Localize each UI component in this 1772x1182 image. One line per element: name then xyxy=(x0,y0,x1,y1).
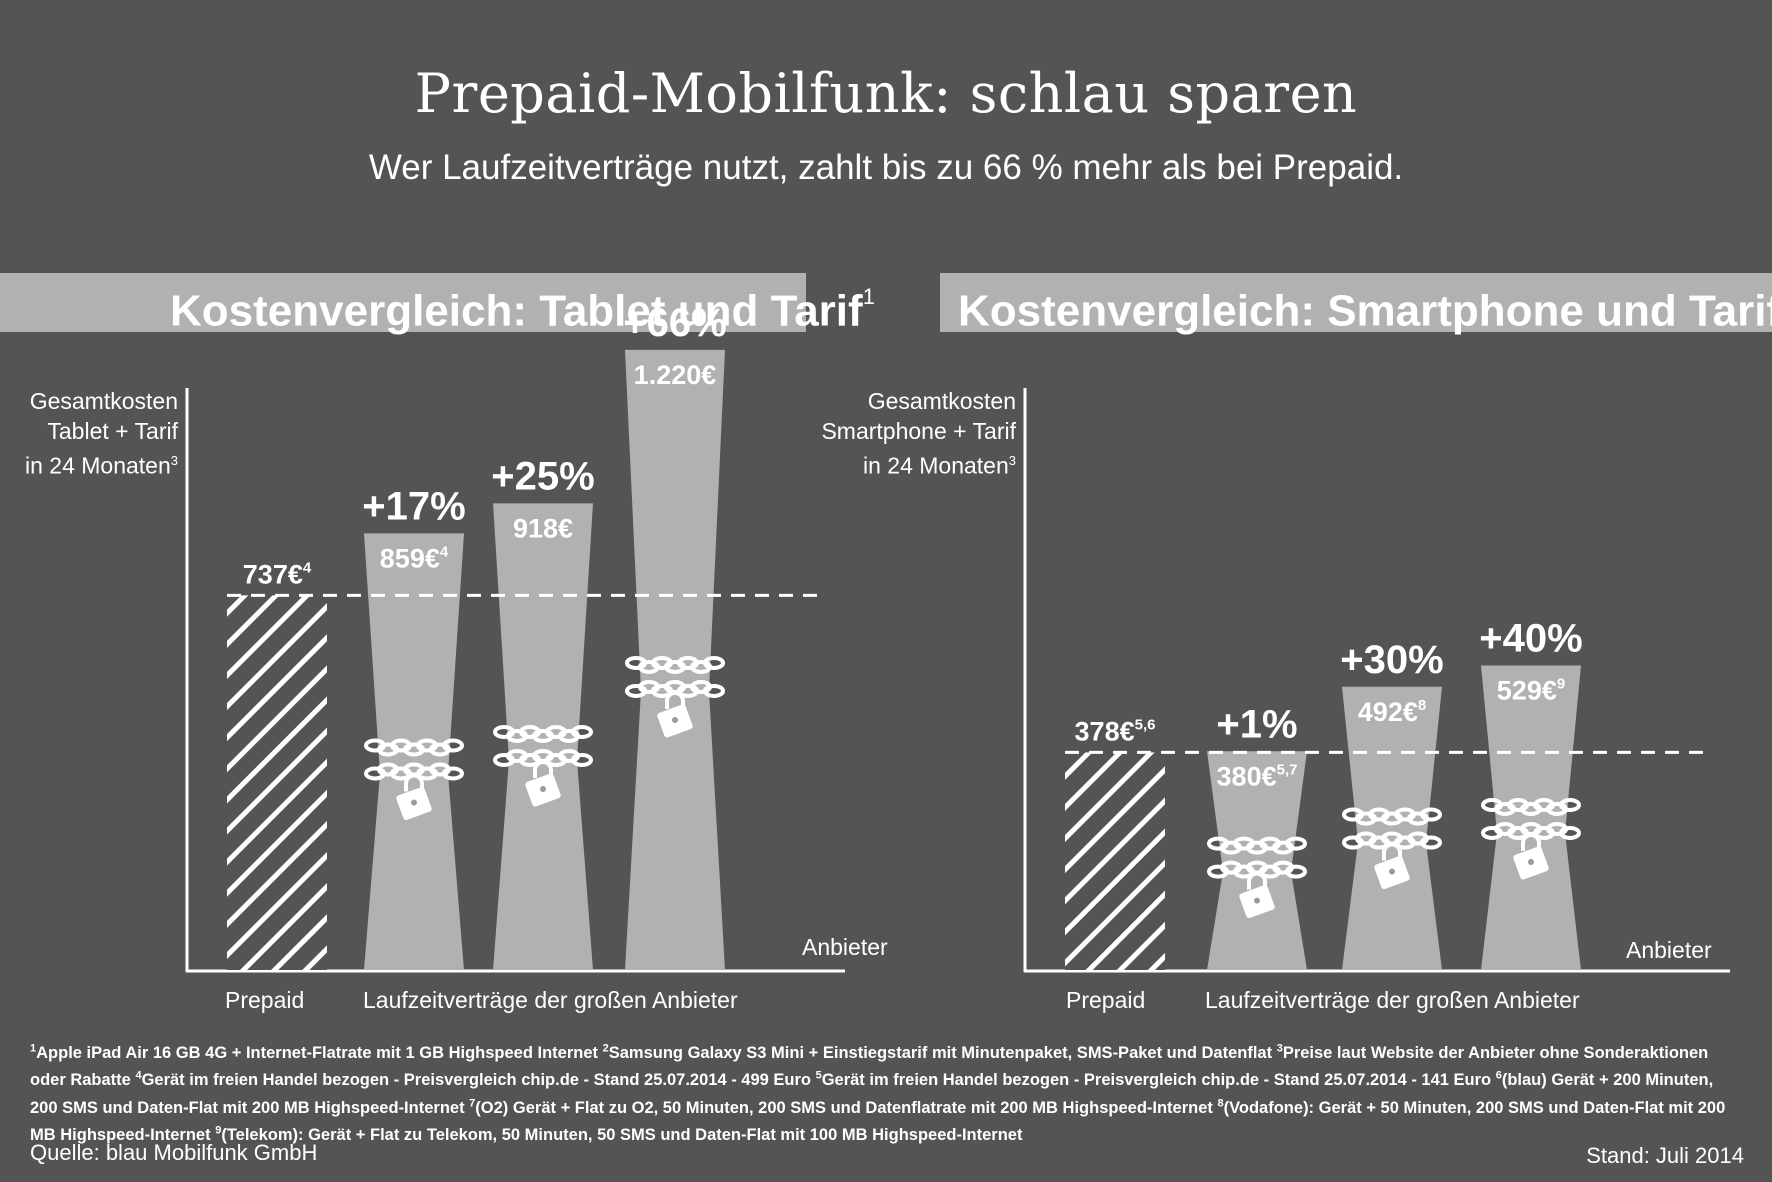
percent-label: +1% xyxy=(1216,702,1297,746)
footnote-8: 8(Vodafone): Gerät + 50 Minuten, 200 SMS… xyxy=(30,1097,1726,1144)
footnote-5: 5Gerät im freien Handel bezogen - Preisv… xyxy=(815,1069,1492,1090)
footnote-2: 2Samsung Galaxy S3 Mini + Einstiegstarif… xyxy=(602,1042,1273,1062)
bar-contract xyxy=(625,349,725,970)
y-axis-label-smartphone: Gesamtkosten Smartphone + Tarif in 24 Mo… xyxy=(766,386,1016,481)
group-label-contracts-tablet: Laufzeitverträge der großen Anbieter xyxy=(363,987,738,1013)
bar-contract xyxy=(364,533,464,970)
y-axis-label-line: Smartphone + Tarif xyxy=(821,418,1016,444)
bar-prepaid xyxy=(227,595,327,970)
chain-lock-icon xyxy=(1342,807,1442,890)
x-axis-label-tablet: Anbieter xyxy=(802,934,888,960)
panel-title-smartphone: Kostenvergleich: Smartphone und Tarif xyxy=(958,286,1772,336)
panel-header-tablet: Kostenvergleich: Tablet und Tarif1 xyxy=(0,273,875,336)
stand-note: Stand: Juli 2014 xyxy=(1586,1143,1744,1168)
value-label: 378€5,6 xyxy=(1075,716,1156,746)
footnote-3: 3Preise laut Website der Anbieter ohne S… xyxy=(30,1042,1709,1089)
panel-title-tablet: Kostenvergleich: Tablet und Tarif xyxy=(170,286,863,336)
page-subtitle: Wer Laufzeitverträge nutzt, zahlt bis zu… xyxy=(368,148,1404,187)
bar-group-0: 378€5,6 xyxy=(1065,716,1165,970)
bar-group-0: 737€4 xyxy=(227,559,327,970)
y-axis-label-line: in 24 Monaten3 xyxy=(862,452,1016,479)
source-note: Quelle: blau Mobilfunk GmbH xyxy=(30,1140,318,1165)
chart-tablet: 737€4 859€4 +17% 918€ +25% 1.220€ +66% xyxy=(185,301,845,973)
percent-label: +30% xyxy=(1340,638,1443,682)
group-label-prepaid-tablet: Prepaid xyxy=(225,987,305,1013)
panel-title-tablet-sup: 1 xyxy=(862,284,875,309)
footnote-1: 1Apple iPad Air 16 GB 4G + Internet-Flat… xyxy=(30,1042,599,1062)
bar-group-1: 859€4 +17% xyxy=(362,484,466,970)
y-axis-label-line: Tablet + Tarif xyxy=(47,418,178,444)
chain-lock-icon xyxy=(1481,797,1581,880)
chain-lock-icon xyxy=(364,738,464,821)
y-axis-label-line: Gesamtkosten xyxy=(29,388,178,414)
percent-label: +17% xyxy=(362,484,465,528)
percent-label: +40% xyxy=(1479,617,1582,661)
footnote-6: 6(blau) Gerät + 200 Minuten, 200 SMS und… xyxy=(30,1069,1714,1117)
y-axis-label-tablet: Gesamtkosten Tablet + Tarif in 24 Monate… xyxy=(0,386,178,481)
bar-group-2: 492€8 +30% xyxy=(1340,638,1444,970)
percent-label: +25% xyxy=(491,454,594,498)
footnote-9: 9(Telekom): Gerät + Flat zu Telekom, 50 … xyxy=(215,1124,1023,1145)
page-title: Prepaid-Mobilfunk: schlau sparen xyxy=(414,62,1358,125)
bar-contract xyxy=(1481,665,1581,970)
value-label: 737€4 xyxy=(243,559,312,589)
chain-lock-icon xyxy=(625,655,725,738)
panel-header-smartphone: Kostenvergleich: Smartphone und Tarif2 xyxy=(940,273,1772,336)
footnotes: 1Apple iPad Air 16 GB 4G + Internet-Flat… xyxy=(30,1037,1742,1147)
chain-lock-icon xyxy=(1207,836,1307,919)
chart-smartphone: 378€5,6 380€5,7 +1% 492€8 +30% 529€9 +40% xyxy=(1023,388,1730,973)
chain-lock-icon xyxy=(493,725,593,807)
y-axis-label-line: Gesamtkosten xyxy=(867,388,1016,414)
value-label: 859€4 xyxy=(380,543,449,573)
bar-group-1: 380€5,7 +1% xyxy=(1207,702,1307,970)
y-axis-label-line: in 24 Monaten3 xyxy=(24,452,178,479)
value-label: 1.220€ xyxy=(634,360,717,390)
bar-contract xyxy=(493,503,593,970)
value-label: 529€9 xyxy=(1497,676,1565,706)
bar-group-3: 1.220€ +66% xyxy=(623,301,727,970)
bar-group-3: 529€9 +40% xyxy=(1479,617,1583,970)
bar-prepaid xyxy=(1065,752,1165,970)
x-axis-label-smartphone: Anbieter xyxy=(1626,937,1712,963)
group-label-prepaid-smartphone: Prepaid xyxy=(1066,987,1146,1013)
bar-group-2: 918€ +25% xyxy=(491,454,595,970)
bar-contract xyxy=(1342,686,1442,970)
footnote-4: 4Gerät im freien Handel bezogen - Preisv… xyxy=(135,1069,811,1090)
footnote-7: 7(O2) Gerät + Flat zu O2, 50 Minuten, 20… xyxy=(469,1097,1213,1117)
value-label: 918€ xyxy=(513,513,573,543)
value-label: 380€5,7 xyxy=(1217,761,1298,791)
percent-label: +66% xyxy=(623,301,726,345)
value-label: 492€8 xyxy=(1358,697,1426,727)
group-label-contracts-smartphone: Laufzeitverträge der großen Anbieter xyxy=(1205,987,1580,1013)
